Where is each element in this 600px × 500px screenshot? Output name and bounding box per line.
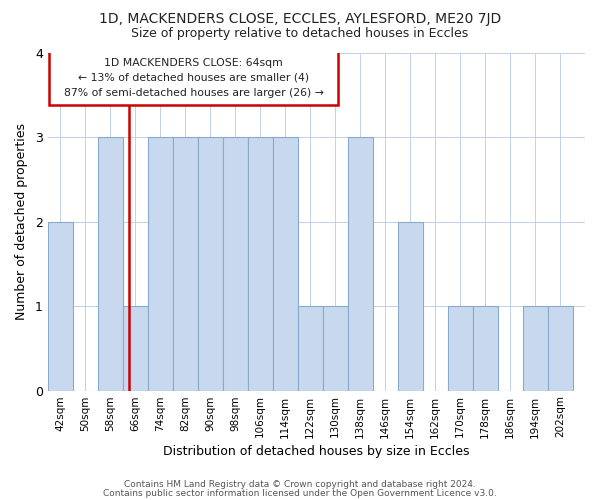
Bar [223,137,248,390]
Bar [298,306,323,390]
Text: Contains HM Land Registry data © Crown copyright and database right 2024.: Contains HM Land Registry data © Crown c… [124,480,476,489]
Bar [323,306,347,390]
Text: Size of property relative to detached houses in Eccles: Size of property relative to detached ho… [131,28,469,40]
Bar [173,137,198,390]
Text: ← 13% of detached houses are smaller (4): ← 13% of detached houses are smaller (4) [78,73,310,83]
Bar [48,222,73,390]
Text: Contains public sector information licensed under the Open Government Licence v3: Contains public sector information licen… [103,488,497,498]
Text: 87% of semi-detached houses are larger (26) →: 87% of semi-detached houses are larger (… [64,88,324,98]
Text: 1D MACKENDERS CLOSE: 64sqm: 1D MACKENDERS CLOSE: 64sqm [104,58,283,68]
Bar [398,222,422,390]
Y-axis label: Number of detached properties: Number of detached properties [15,123,28,320]
Bar [523,306,548,390]
Bar [347,137,373,390]
Bar [148,137,173,390]
Bar [248,137,272,390]
Bar [448,306,473,390]
Bar [272,137,298,390]
FancyBboxPatch shape [49,38,338,105]
Bar [548,306,572,390]
Bar [123,306,148,390]
Text: 1D, MACKENDERS CLOSE, ECCLES, AYLESFORD, ME20 7JD: 1D, MACKENDERS CLOSE, ECCLES, AYLESFORD,… [99,12,501,26]
X-axis label: Distribution of detached houses by size in Eccles: Distribution of detached houses by size … [163,444,470,458]
Bar [98,137,123,390]
Bar [198,137,223,390]
Bar [473,306,497,390]
